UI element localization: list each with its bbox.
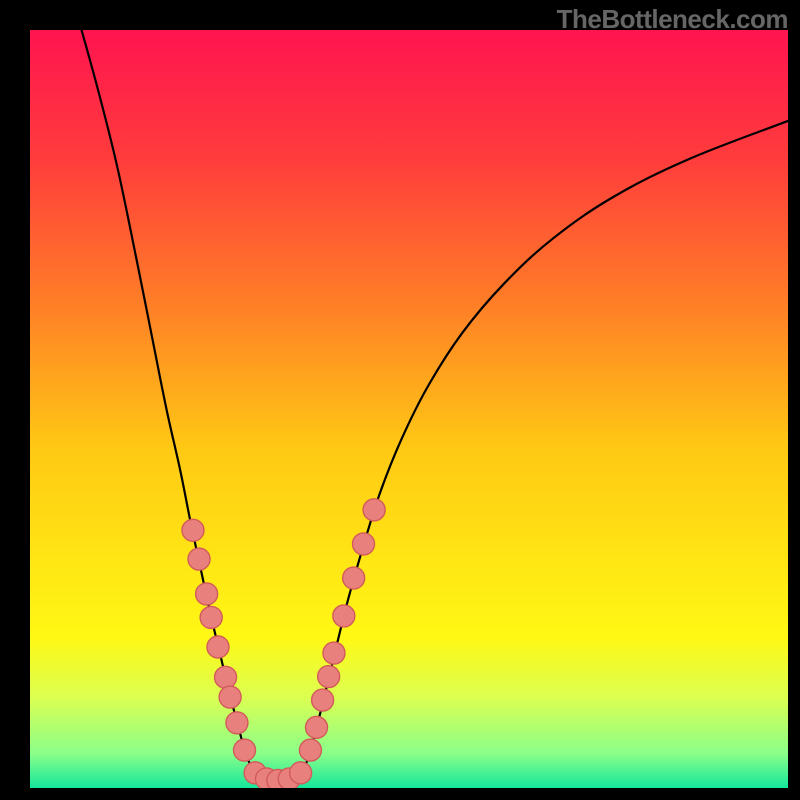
marker-left xyxy=(234,739,256,761)
plot-area xyxy=(30,30,788,788)
marker-left xyxy=(219,686,241,708)
marker-right xyxy=(333,605,355,627)
marker-left xyxy=(215,666,237,688)
marker-left xyxy=(188,548,210,570)
marker-right xyxy=(343,567,365,589)
marker-left xyxy=(226,712,248,734)
marker-right xyxy=(318,666,340,688)
marker-right xyxy=(353,533,375,555)
marker-right xyxy=(306,716,328,738)
marker-left xyxy=(207,636,229,658)
marker-right xyxy=(323,642,345,664)
frame: TheBottleneck.com xyxy=(0,0,800,800)
marker-left xyxy=(182,519,204,541)
marker-trough xyxy=(290,762,312,784)
marker-right xyxy=(312,689,334,711)
marker-left xyxy=(200,606,222,628)
watermark: TheBottleneck.com xyxy=(557,4,788,35)
gradient-background xyxy=(30,30,788,788)
marker-left xyxy=(196,583,218,605)
marker-right xyxy=(299,739,321,761)
marker-right xyxy=(363,499,385,521)
